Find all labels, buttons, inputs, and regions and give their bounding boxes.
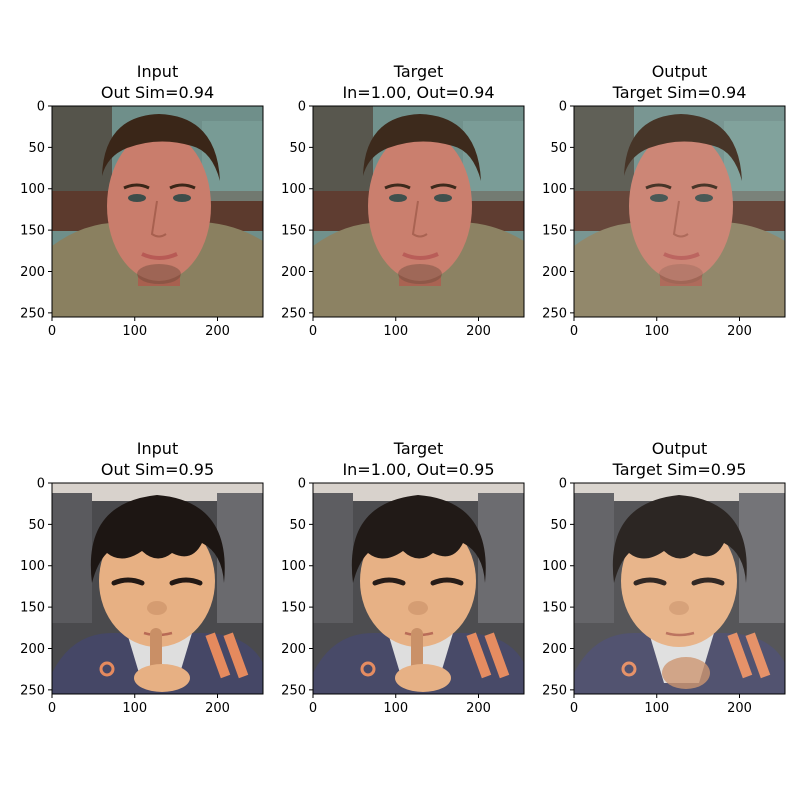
- y-tick-label: 250: [20, 306, 45, 321]
- panel-frame: [573, 482, 786, 695]
- panel-title-line1: Input: [137, 439, 178, 458]
- y-tick-label: 150: [281, 224, 306, 239]
- x-tick-label: 0: [570, 701, 578, 716]
- x-tick-label: 200: [466, 701, 491, 716]
- panel-frame: [312, 105, 525, 318]
- x-tick-label: 100: [644, 701, 669, 716]
- y-tick-label: 150: [542, 224, 567, 239]
- x-tick-label: 0: [570, 324, 578, 339]
- panel-title-line1: Output: [652, 439, 708, 458]
- panel-title-line2: Out Sim=0.95: [101, 460, 214, 479]
- y-tick-label: 250: [20, 683, 45, 698]
- x-tick-label: 100: [383, 701, 408, 716]
- panel-frame: [573, 105, 786, 318]
- face-image: [52, 483, 263, 694]
- y-tick-label: 50: [550, 141, 567, 156]
- y-tick-label: 150: [542, 601, 567, 616]
- y-tick-label: 0: [298, 100, 306, 115]
- panel-title-line2: In=1.00, Out=0.95: [342, 460, 494, 479]
- x-tick-label: 0: [48, 701, 56, 716]
- panel-title-line2: Out Sim=0.94: [101, 83, 214, 102]
- panel-title-line1: Target: [393, 62, 444, 81]
- y-tick-label: 100: [281, 182, 306, 197]
- panel-frame: [51, 482, 264, 695]
- y-tick-label: 150: [20, 224, 45, 239]
- x-tick-label: 0: [48, 324, 56, 339]
- panel-row-2-target: Target In=1.00, Out=0.95 0 100 200 0 50 100 150 2…: [281, 439, 525, 716]
- panel-title-line2: Target Sim=0.95: [612, 460, 747, 479]
- y-tick-label: 250: [281, 683, 306, 698]
- y-tick-label: 100: [542, 559, 567, 574]
- x-tick-label: 100: [644, 324, 669, 339]
- y-tick-label: 0: [298, 477, 306, 492]
- panel-row-1-input: Input Out Sim=0.94 0 100 200 0 50 100 150 200 250: [20, 62, 264, 339]
- x-tick-label: 100: [122, 324, 147, 339]
- y-tick-label: 200: [542, 265, 567, 280]
- y-tick-label: 50: [28, 518, 45, 533]
- y-tick-label: 0: [37, 100, 45, 115]
- panel-title-line1: Input: [137, 62, 178, 81]
- y-tick-label: 50: [289, 141, 306, 156]
- face-image: [52, 106, 263, 317]
- y-tick-label: 250: [542, 683, 567, 698]
- y-tick-label: 100: [20, 182, 45, 197]
- x-tick-label: 0: [309, 324, 317, 339]
- x-tick-label: 200: [727, 324, 752, 339]
- panel-row-2-output: Output Target Sim=0.95 0 100 200 0 50 100 150 200…: [542, 439, 786, 716]
- face-image: [574, 106, 785, 317]
- panel-frame: [51, 105, 264, 318]
- y-tick-label: 200: [542, 642, 567, 657]
- x-tick-label: 200: [205, 701, 230, 716]
- face-image: [313, 106, 524, 317]
- y-tick-label: 100: [20, 559, 45, 574]
- y-tick-label: 50: [28, 141, 45, 156]
- x-tick-label: 0: [309, 701, 317, 716]
- y-tick-label: 250: [281, 306, 306, 321]
- y-tick-label: 0: [37, 477, 45, 492]
- panel-frame: [312, 482, 525, 695]
- y-tick-label: 200: [281, 642, 306, 657]
- x-tick-label: 100: [383, 324, 408, 339]
- panel-title-line1: Output: [652, 62, 708, 81]
- x-tick-label: 100: [122, 701, 147, 716]
- panel-row-2-input: Input Out Sim=0.95 0 100 200 0 50 100 150 200 250: [20, 439, 264, 716]
- face-image: [313, 483, 524, 694]
- x-tick-label: 200: [466, 324, 491, 339]
- panel-title-line2: Target Sim=0.94: [612, 83, 747, 102]
- y-tick-label: 0: [559, 100, 567, 115]
- panel-title-line1: Target: [393, 439, 444, 458]
- y-tick-label: 200: [20, 642, 45, 657]
- y-tick-label: 150: [281, 601, 306, 616]
- y-tick-label: 200: [20, 265, 45, 280]
- y-tick-label: 50: [550, 518, 567, 533]
- y-tick-label: 100: [281, 559, 306, 574]
- panel-row-1-target: Target In=1.00, Out=0.94 0 100 200 0 50 100 150 2…: [281, 62, 525, 339]
- y-tick-label: 200: [281, 265, 306, 280]
- y-tick-label: 0: [559, 477, 567, 492]
- y-tick-label: 100: [542, 182, 567, 197]
- y-tick-label: 250: [542, 306, 567, 321]
- x-tick-label: 200: [205, 324, 230, 339]
- y-tick-label: 150: [20, 601, 45, 616]
- face-image: [574, 483, 785, 694]
- y-tick-label: 50: [289, 518, 306, 533]
- x-tick-label: 200: [727, 701, 752, 716]
- panel-row-1-output: Output Target Sim=0.94 0 100 200 0 50 100 150 200…: [542, 62, 786, 339]
- panel-title-line2: In=1.00, Out=0.94: [342, 83, 494, 102]
